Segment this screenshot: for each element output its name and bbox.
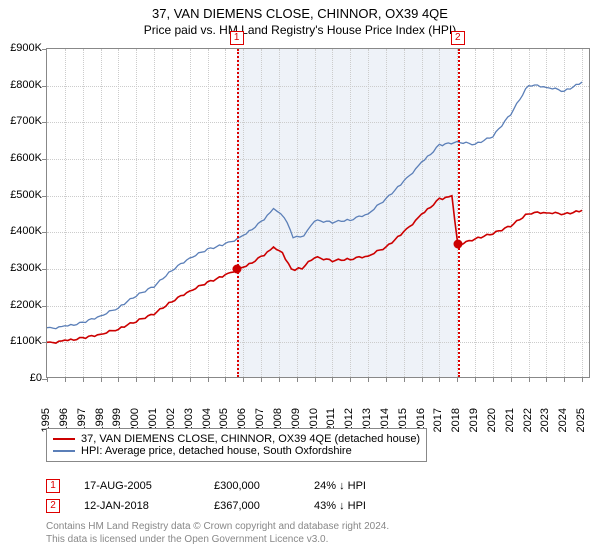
footer-line-1: Contains HM Land Registry data © Crown c… bbox=[46, 520, 389, 533]
legend-item: HPI: Average price, detached house, Sout… bbox=[53, 445, 420, 457]
sale-row: 1 17-AUG-2005£300,00024% ↓ HPI bbox=[46, 476, 434, 496]
footer-attribution: Contains HM Land Registry data © Crown c… bbox=[46, 520, 389, 546]
sale-marker-dot bbox=[232, 265, 241, 274]
y-axis-label: £900K bbox=[2, 42, 42, 54]
sale-marker-line bbox=[458, 49, 460, 377]
sale-marker-label: 2 bbox=[451, 31, 465, 45]
footer-line-2: This data is licensed under the Open Gov… bbox=[46, 533, 389, 546]
sale-marker-dot bbox=[453, 240, 462, 249]
legend-label: HPI: Average price, detached house, Sout… bbox=[81, 445, 352, 457]
legend-label: 37, VAN DIEMENS CLOSE, CHINNOR, OX39 4QE… bbox=[81, 433, 420, 445]
sale-delta: 43% ↓ HPI bbox=[314, 500, 434, 512]
y-axis-label: £0 bbox=[2, 372, 42, 384]
legend-item: 37, VAN DIEMENS CLOSE, CHINNOR, OX39 4QE… bbox=[53, 433, 420, 445]
sale-badge: 2 bbox=[46, 499, 60, 513]
sale-date: 17-AUG-2005 bbox=[84, 480, 214, 492]
plot-area: 12 bbox=[46, 48, 590, 378]
price-chart: 12 £0£100K£200K£300K£400K£500K£600K£700K… bbox=[46, 48, 590, 378]
y-axis-label: £500K bbox=[2, 189, 42, 201]
legend-swatch bbox=[53, 450, 75, 452]
y-axis-label: £800K bbox=[2, 79, 42, 91]
y-axis-label: £200K bbox=[2, 299, 42, 311]
sale-price: £367,000 bbox=[214, 500, 314, 512]
y-axis-label: £300K bbox=[2, 262, 42, 274]
sale-badge: 1 bbox=[46, 479, 60, 493]
chart-lines bbox=[47, 49, 591, 379]
page-subtitle: Price paid vs. HM Land Registry's House … bbox=[0, 21, 600, 37]
sale-row: 2 12-JAN-2018£367,00043% ↓ HPI bbox=[46, 496, 434, 516]
sales-table: 1 17-AUG-2005£300,00024% ↓ HPI 2 12-JAN-201… bbox=[46, 476, 434, 516]
y-axis-label: £700K bbox=[2, 115, 42, 127]
series-hpi bbox=[47, 82, 582, 329]
sale-date: 12-JAN-2018 bbox=[84, 500, 214, 512]
y-axis-label: £100K bbox=[2, 335, 42, 347]
y-axis-label: £400K bbox=[2, 225, 42, 237]
series-property bbox=[47, 196, 582, 343]
sale-marker-label: 1 bbox=[230, 31, 244, 45]
y-axis-label: £600K bbox=[2, 152, 42, 164]
sale-delta: 24% ↓ HPI bbox=[314, 480, 434, 492]
sale-price: £300,000 bbox=[214, 480, 314, 492]
legend: 37, VAN DIEMENS CLOSE, CHINNOR, OX39 4QE… bbox=[46, 428, 590, 462]
sale-marker-line bbox=[237, 49, 239, 377]
page-title: 37, VAN DIEMENS CLOSE, CHINNOR, OX39 4QE bbox=[0, 0, 600, 21]
legend-swatch bbox=[53, 438, 75, 440]
